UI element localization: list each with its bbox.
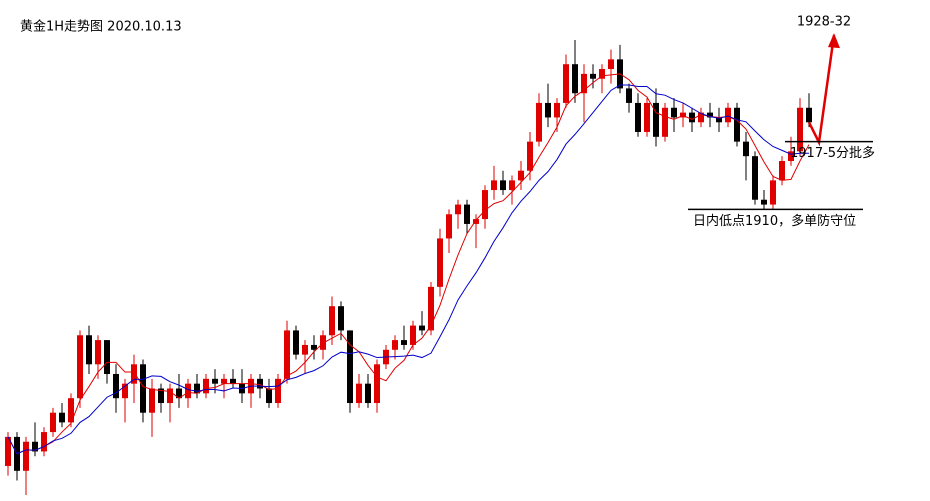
candle-body [122, 383, 128, 399]
candle-body [68, 398, 74, 423]
candle-body [257, 378, 263, 389]
candle-body [707, 112, 713, 118]
candle-body [455, 204, 461, 215]
candle-body [176, 388, 182, 399]
candle-body [95, 340, 101, 365]
candle-body [527, 141, 533, 171]
candle-body [32, 441, 38, 452]
candle-body [779, 161, 785, 181]
moving-average [7, 84, 809, 455]
candle-body [347, 330, 353, 404]
candle-body [185, 383, 191, 399]
candle-body [698, 112, 704, 123]
candle-body [572, 64, 578, 94]
candle-body [365, 383, 371, 404]
candle-body [491, 180, 497, 191]
candle-body [581, 73, 587, 94]
candle-body [590, 73, 596, 79]
candle-body [464, 204, 470, 224]
candle-body [41, 432, 47, 452]
candle-body [158, 388, 164, 404]
target-arrow [807, 34, 836, 147]
candle-body [356, 383, 362, 404]
candle-body [23, 441, 29, 471]
level-label: 日内低点1910，多单防守位 [693, 213, 856, 229]
candle-body [203, 378, 209, 394]
candle-body [338, 306, 344, 331]
candle-body [113, 373, 119, 399]
candle-body [230, 378, 236, 384]
candle-body [788, 151, 794, 162]
candle-body [608, 59, 614, 70]
candle-body [392, 340, 398, 350]
candle-body [86, 335, 92, 365]
candle-body [374, 364, 380, 404]
candle-body [401, 340, 407, 345]
candle-body [689, 112, 695, 123]
candle-body [446, 214, 452, 239]
candle-body [563, 64, 569, 103]
candle-body [437, 238, 443, 287]
candle-body [104, 340, 110, 374]
candle-body [275, 378, 281, 404]
chart-title: 黄金1H走势图 2020.10.13 [20, 19, 182, 35]
candle-body [545, 102, 551, 118]
candle-body [626, 88, 632, 103]
candle-body [509, 180, 515, 191]
candle-body [284, 330, 290, 379]
moving-average [7, 73, 810, 455]
candle-body [725, 107, 731, 123]
candle-body [500, 180, 506, 191]
candle-body [653, 102, 659, 137]
candle-body [482, 190, 488, 220]
candle-body [419, 325, 425, 331]
target-label: 1928-32 [797, 15, 851, 30]
candle-body [644, 102, 650, 132]
candle-body [554, 102, 560, 118]
candle-body [329, 306, 335, 336]
candle-body [266, 388, 272, 404]
candle-body [671, 107, 677, 118]
candle-body [761, 199, 767, 205]
candle-body [131, 364, 137, 384]
candle-body [293, 330, 299, 355]
candle-body [473, 219, 479, 224]
candle-body [167, 388, 173, 404]
candle-body [77, 335, 83, 399]
candle-body [5, 436, 11, 466]
candle-body [518, 170, 524, 181]
candle-body [599, 69, 605, 79]
candle-body [50, 412, 56, 433]
candle-body [806, 107, 812, 123]
level-label: 1917-5分批多 [790, 145, 875, 161]
candle-body [635, 102, 641, 132]
candle-body [59, 412, 65, 423]
candle-body [302, 344, 308, 355]
candle-body [743, 141, 749, 157]
candle-body [149, 388, 155, 413]
candle-body [752, 156, 758, 200]
candle-body [140, 364, 146, 413]
candle-body [662, 107, 668, 137]
candle-body [716, 117, 722, 123]
candle-body [410, 325, 416, 345]
candle-body [734, 107, 740, 142]
candle-body [536, 102, 542, 142]
candle-body [194, 383, 200, 394]
candle-body [311, 344, 317, 350]
candle-body [428, 286, 434, 331]
candle-body [212, 378, 218, 384]
candle-body [770, 180, 776, 205]
arrow-head [828, 33, 840, 49]
candle-body [221, 378, 227, 384]
candle-body [797, 107, 803, 152]
